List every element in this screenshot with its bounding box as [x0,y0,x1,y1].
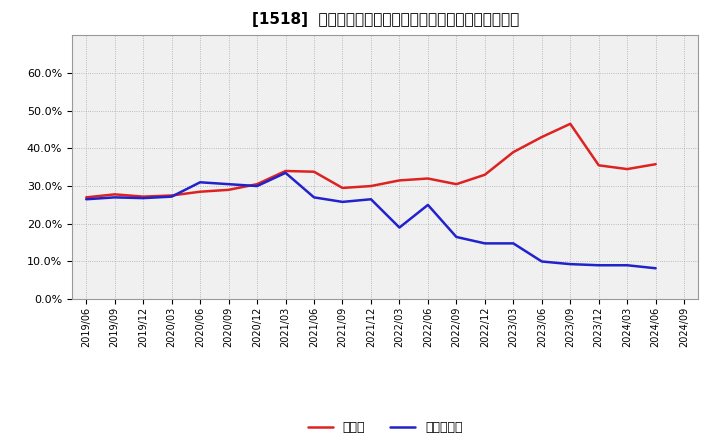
現預金 [338,185,347,191]
Legend: 現預金, 有利子負債: 現預金, 有利子負債 [302,416,468,439]
有利子負債 [395,225,404,230]
現預金 [623,166,631,172]
現預金 [110,192,119,197]
有利子負債 [82,197,91,202]
現預金 [395,178,404,183]
有利子負債 [139,195,148,201]
現預金 [139,194,148,199]
有利子負債 [196,180,204,185]
現預金 [366,183,375,189]
有利子負債 [110,195,119,200]
現預金 [509,150,518,155]
現預金 [452,182,461,187]
Line: 現預金: 現預金 [86,124,656,198]
有利子負債 [623,263,631,268]
現預金 [196,189,204,194]
有利子負債 [566,261,575,267]
有利子負債 [652,266,660,271]
有利子負債 [509,241,518,246]
現預金 [82,195,91,200]
有利子負債 [423,202,432,208]
有利子負債 [366,197,375,202]
有利子負債 [480,241,489,246]
有利子負債 [253,183,261,189]
有利子負債 [282,170,290,176]
現預金 [566,121,575,126]
現預金 [595,163,603,168]
現預金 [167,193,176,198]
有利子負債 [537,259,546,264]
現預金 [225,187,233,192]
現預金 [282,169,290,174]
現預金 [253,182,261,187]
有利子負債 [338,199,347,205]
現預金 [652,161,660,167]
有利子負債 [595,263,603,268]
現預金 [310,169,318,174]
有利子負債 [225,182,233,187]
有利子負債 [167,194,176,199]
Line: 有利子負債: 有利子負債 [86,173,656,268]
有利子負債 [452,235,461,240]
Title: [1518]  現預金、有利子負債の総資産に対する比率の推移: [1518] 現預金、有利子負債の総資産に対する比率の推移 [251,12,519,27]
現預金 [423,176,432,181]
現預金 [480,172,489,177]
有利子負債 [310,195,318,200]
現預金 [537,134,546,139]
